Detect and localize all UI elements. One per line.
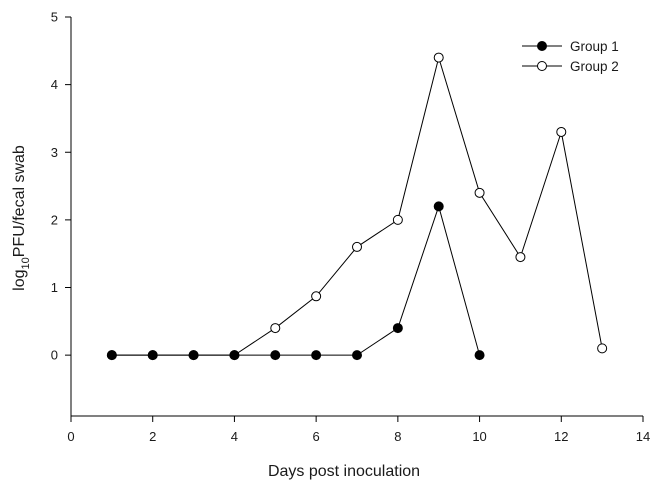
legend-label: Group 2 — [570, 59, 619, 74]
data-point-2 — [433, 52, 444, 63]
legend-item-1: Group 1 — [522, 39, 619, 54]
series-2 — [106, 52, 608, 361]
x-tick-label: 0 — [67, 429, 74, 444]
x-axis-title: Days post inoculation — [268, 463, 420, 480]
x-tick-label: 8 — [394, 429, 401, 444]
x-tick-label: 2 — [149, 429, 156, 444]
data-point-2 — [392, 214, 403, 225]
y-axis-title-main: log — [11, 269, 28, 290]
x-tick-label: 12 — [554, 429, 568, 444]
legend-label: Group 1 — [570, 39, 619, 54]
data-point-2 — [597, 343, 608, 354]
y-tick-label: 4 — [51, 77, 58, 92]
legend: Group 1 Group 2 — [522, 39, 619, 74]
data-point-1 — [270, 350, 281, 361]
data-point-2 — [556, 126, 567, 137]
y-axis-title-sub: 10 — [20, 257, 32, 269]
data-point-1 — [433, 201, 444, 212]
data-point-1 — [352, 350, 362, 361]
y-axis-title: log10PFU/fecal swab — [11, 145, 32, 291]
x-tick-label: 10 — [472, 429, 486, 444]
data-point-2 — [352, 241, 362, 252]
y-tick-label: 5 — [51, 10, 58, 25]
legend-marker — [537, 61, 547, 71]
data-point-1 — [392, 323, 403, 334]
series-1 — [106, 201, 485, 361]
data-point-1 — [311, 350, 322, 361]
data-point-1 — [229, 350, 240, 361]
series-layer — [106, 52, 608, 361]
data-point-2 — [515, 252, 526, 263]
legend-item-2: Group 2 — [522, 59, 619, 74]
data-point-2 — [311, 291, 322, 302]
legend-marker — [537, 41, 547, 51]
x-tick-label: 6 — [313, 429, 320, 444]
y-axis-title-rest: PFU/fecal swab — [11, 145, 28, 257]
data-point-2 — [474, 187, 485, 198]
y-tick-label: 1 — [51, 280, 58, 295]
data-point-1 — [474, 350, 485, 361]
y-tick-label: 3 — [51, 145, 58, 160]
x-tick-label: 4 — [231, 429, 238, 444]
y-tick-label: 2 — [51, 212, 58, 227]
x-tick-label: 14 — [636, 429, 650, 444]
data-point-1 — [188, 350, 199, 361]
data-point-2 — [270, 323, 281, 334]
data-point-1 — [147, 350, 158, 361]
y-tick-label: 0 — [51, 348, 58, 363]
series-line-1 — [111, 204, 481, 356]
data-point-1 — [106, 350, 117, 361]
series-line-2 — [111, 55, 603, 356]
